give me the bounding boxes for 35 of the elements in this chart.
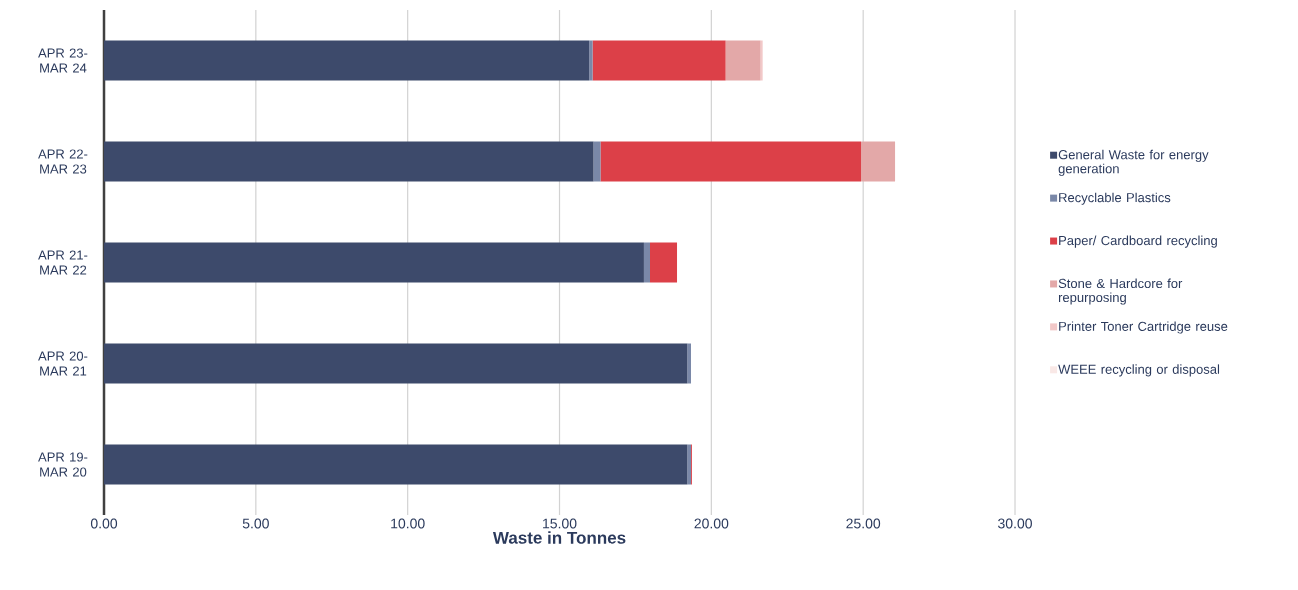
bar (861, 141, 896, 182)
legend-label: Recyclable Plastics (1059, 192, 1171, 205)
bar (725, 40, 761, 81)
legend-label: Paper/ Cardboard recycling (1059, 235, 1217, 248)
bar (687, 444, 691, 485)
x-tick-label: 5.00 (242, 518, 269, 529)
bar (643, 242, 650, 283)
y-tick-label: APR 21- MAR 22 (38, 250, 88, 275)
x-tick-label: 10.00 (391, 518, 425, 529)
y-tick-label: APR 22- MAR 23 (38, 149, 88, 174)
bar (593, 141, 601, 182)
x-tick-label: 25.00 (846, 518, 881, 529)
bar (104, 343, 688, 384)
bar (600, 141, 862, 182)
y-tick-label: APR 23- MAR 24 (38, 48, 88, 73)
legend-label: WEEE recycling or disposal (1058, 364, 1220, 377)
bar (650, 242, 678, 283)
bar (104, 242, 644, 283)
x-tick-label: 20.00 (694, 518, 729, 529)
bar (687, 343, 691, 384)
bar (104, 141, 594, 182)
y-tick-label: APR 19- MAR 20 (38, 452, 88, 477)
x-tick-label: 15.00 (543, 518, 577, 529)
y-tick-label: APR 20- MAR 21 (38, 351, 88, 376)
bar (104, 444, 688, 485)
x-axis-title: Waste in Tonnes (492, 531, 626, 544)
legend-label: Printer Toner Cartridge reuse (1059, 321, 1228, 334)
bar (760, 40, 763, 81)
legend-label: Stone & Hardcore for repurposing (1058, 278, 1183, 305)
bar (589, 40, 593, 81)
bar (104, 40, 590, 81)
x-tick-label: 30.00 (998, 518, 1032, 529)
x-tick-label: 0.00 (90, 518, 118, 529)
legend-label: General Waste for energy generation (1058, 149, 1209, 176)
bar (592, 40, 726, 81)
